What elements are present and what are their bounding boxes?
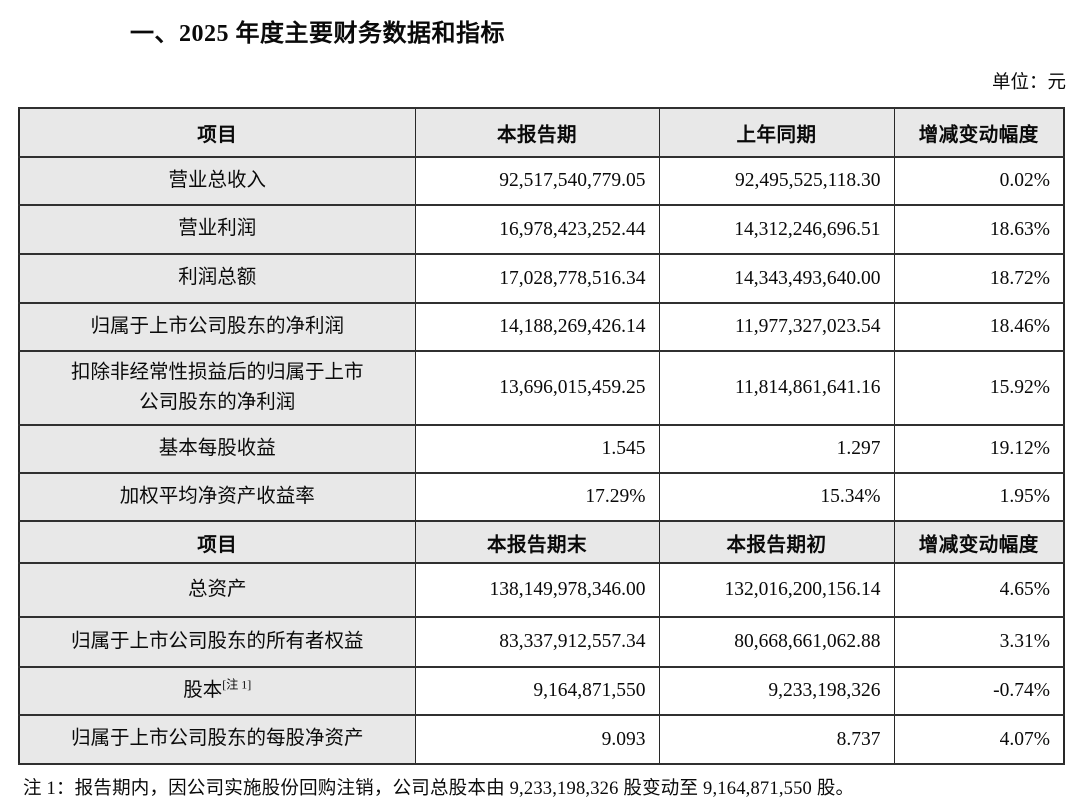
table-row-weighted-avg-roe: 加权平均净资产收益率 17.29% 15.34% 1.95% bbox=[18, 472, 1065, 522]
period-begin-value-cell: 80,668,661,062.88 bbox=[658, 616, 895, 668]
current-period-value-cell: 17.29% bbox=[414, 472, 660, 522]
footnote-ref-superscript: [注 1] bbox=[222, 677, 252, 692]
row-label-cell: 股本[注 1] bbox=[18, 666, 416, 716]
row-label-cell: 加权平均净资产收益率 bbox=[18, 472, 416, 522]
table-row-equity-attributable: 归属于上市公司股东的所有者权益 83,337,912,557.34 80,668… bbox=[18, 616, 1065, 668]
change-rate-cell: 18.72% bbox=[893, 253, 1065, 304]
table-row-basic-eps: 基本每股收益 1.545 1.297 19.12% bbox=[18, 424, 1065, 474]
current-period-value-cell: 14,188,269,426.14 bbox=[414, 302, 660, 352]
change-rate-cell: 1.95% bbox=[893, 472, 1065, 522]
change-rate-cell: 4.07% bbox=[893, 714, 1065, 765]
change-rate-cell: 4.65% bbox=[893, 562, 1065, 618]
table-row-total-assets: 总资产 138,149,978,346.00 132,016,200,156.1… bbox=[18, 562, 1065, 618]
section-title: 一、2025 年度主要财务数据和指标 bbox=[130, 21, 505, 47]
header-cell-item: 项目 bbox=[18, 107, 416, 158]
period-end-value-cell: 9.093 bbox=[414, 714, 660, 765]
row-label-cell: 总资产 bbox=[18, 562, 416, 618]
change-rate-cell: 3.31% bbox=[893, 616, 1065, 668]
table-row-share-capital: 股本[注 1] 9,164,871,550 9,233,198,326 -0.7… bbox=[18, 666, 1065, 716]
row-label-cell: 归属于上市公司股东的净利润 bbox=[18, 302, 416, 352]
footnote: 注 1：报告期内，因公司实施股份回购注销，公司总股本由 9,233,198,32… bbox=[23, 779, 855, 799]
row-label-cell: 营业总收入 bbox=[18, 156, 416, 206]
header-cell-item: 项目 bbox=[18, 520, 416, 564]
period-end-value-cell: 9,164,871,550 bbox=[414, 666, 660, 716]
row-label-cell: 营业利润 bbox=[18, 204, 416, 255]
current-period-value-cell: 16,978,423,252.44 bbox=[414, 204, 660, 255]
change-rate-cell: 15.92% bbox=[893, 350, 1065, 426]
header-cell-change-rate: 增减变动幅度 bbox=[893, 107, 1065, 158]
header-cell-change-rate: 增减变动幅度 bbox=[893, 520, 1065, 564]
current-period-value-cell: 92,517,540,779.05 bbox=[414, 156, 660, 206]
change-rate-cell: 19.12% bbox=[893, 424, 1065, 474]
table-row-net-assets-per-share: 归属于上市公司股东的每股净资产 9.093 8.737 4.07% bbox=[18, 714, 1065, 765]
period-begin-value-cell: 8.737 bbox=[658, 714, 895, 765]
row-label-text: 股本 bbox=[183, 679, 223, 701]
prior-period-value-cell: 11,814,861,641.16 bbox=[658, 350, 895, 426]
current-period-value-cell: 1.545 bbox=[414, 424, 660, 474]
change-rate-cell: -0.74% bbox=[893, 666, 1065, 716]
financial-data-table: 项目 本报告期 上年同期 增减变动幅度 营业总收入 92,517,540,779… bbox=[18, 107, 1065, 765]
row-label-cell: 扣除非经常性损益后的归属于上市公司股东的净利润 bbox=[18, 350, 416, 426]
header-cell-period-end: 本报告期末 bbox=[414, 520, 660, 564]
row-label-cell: 利润总额 bbox=[18, 253, 416, 304]
period-end-value-cell: 83,337,912,557.34 bbox=[414, 616, 660, 668]
prior-period-value-cell: 15.34% bbox=[658, 472, 895, 522]
change-rate-cell: 18.63% bbox=[893, 204, 1065, 255]
period-end-value-cell: 138,149,978,346.00 bbox=[414, 562, 660, 618]
period-begin-value-cell: 132,016,200,156.14 bbox=[658, 562, 895, 618]
section2-header-row: 项目 本报告期末 本报告期初 增减变动幅度 bbox=[18, 520, 1065, 564]
header-cell-current-period: 本报告期 bbox=[414, 107, 660, 158]
header-cell-prior-period: 上年同期 bbox=[658, 107, 895, 158]
section1-header-row: 项目 本报告期 上年同期 增减变动幅度 bbox=[18, 107, 1065, 158]
table-row-total-profit: 利润总额 17,028,778,516.34 14,343,493,640.00… bbox=[18, 253, 1065, 304]
prior-period-value-cell: 1.297 bbox=[658, 424, 895, 474]
table-row-operating-profit: 营业利润 16,978,423,252.44 14,312,246,696.51… bbox=[18, 204, 1065, 255]
row-label-cell: 归属于上市公司股东的每股净资产 bbox=[18, 714, 416, 765]
change-rate-cell: 18.46% bbox=[893, 302, 1065, 352]
row-label-cell: 归属于上市公司股东的所有者权益 bbox=[18, 616, 416, 668]
prior-period-value-cell: 92,495,525,118.30 bbox=[658, 156, 895, 206]
table-row-net-profit-attributable: 归属于上市公司股东的净利润 14,188,269,426.14 11,977,3… bbox=[18, 302, 1065, 352]
table-row-total-revenue: 营业总收入 92,517,540,779.05 92,495,525,118.3… bbox=[18, 156, 1065, 206]
period-begin-value-cell: 9,233,198,326 bbox=[658, 666, 895, 716]
change-rate-cell: 0.02% bbox=[893, 156, 1065, 206]
prior-period-value-cell: 14,343,493,640.00 bbox=[658, 253, 895, 304]
current-period-value-cell: 17,028,778,516.34 bbox=[414, 253, 660, 304]
row-label-cell: 基本每股收益 bbox=[18, 424, 416, 474]
current-period-value-cell: 13,696,015,459.25 bbox=[414, 350, 660, 426]
unit-label: 单位：元 bbox=[991, 73, 1066, 93]
prior-period-value-cell: 11,977,327,023.54 bbox=[658, 302, 895, 352]
prior-period-value-cell: 14,312,246,696.51 bbox=[658, 204, 895, 255]
header-cell-period-begin: 本报告期初 bbox=[658, 520, 895, 564]
table-row-net-profit-excl-nonrecurring: 扣除非经常性损益后的归属于上市公司股东的净利润 13,696,015,459.2… bbox=[18, 350, 1065, 426]
